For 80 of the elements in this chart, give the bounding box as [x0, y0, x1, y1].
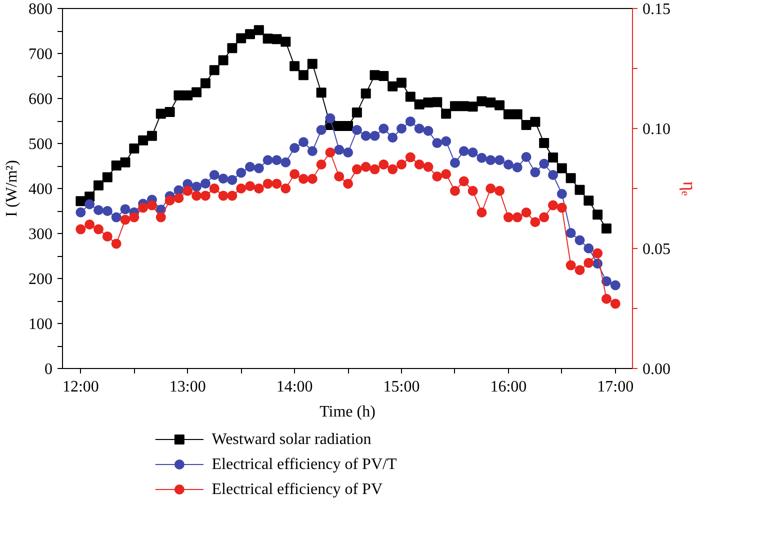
- point: [120, 157, 130, 168]
- point: [432, 97, 442, 108]
- y2-tick-label: 0.15: [642, 1, 670, 18]
- point: [539, 138, 550, 148]
- point: [584, 196, 594, 206]
- y2-tick-label: 0.00: [642, 361, 670, 378]
- point: [468, 102, 478, 112]
- y-tick-label: 500: [28, 136, 52, 153]
- x-tick-label: 16:00: [490, 378, 527, 396]
- legend-label: Electrical efficiency of PV/T: [212, 456, 397, 473]
- point: [512, 109, 522, 120]
- point: [209, 65, 220, 76]
- point: [138, 135, 148, 146]
- point: [307, 58, 318, 69]
- legend-label: Electrical efficiency of PV: [212, 481, 383, 498]
- point: [360, 88, 371, 99]
- x-tick-label: 13:00: [169, 378, 206, 396]
- point: [298, 70, 308, 80]
- y-tick-label: 400: [28, 181, 52, 198]
- x-tick-label: 17:00: [597, 378, 634, 396]
- point: [102, 172, 112, 182]
- y2-tick-label: 0.05: [642, 241, 670, 258]
- point: [450, 101, 460, 112]
- x-tick-label: 12:00: [62, 378, 99, 396]
- point: [458, 101, 469, 112]
- point: [227, 43, 238, 54]
- point: [503, 109, 514, 120]
- point: [494, 100, 505, 110]
- point: [280, 36, 291, 47]
- point: [76, 196, 86, 206]
- y-tick-label: 300: [28, 226, 52, 243]
- point: [423, 98, 434, 108]
- point: [566, 173, 576, 184]
- point: [601, 224, 612, 234]
- y-tick-label: 100: [28, 316, 52, 333]
- point: [556, 163, 567, 174]
- point: [94, 180, 104, 190]
- point: [574, 184, 585, 195]
- y2-axis-title: ηₑ: [678, 181, 700, 196]
- y-tick-label: 700: [28, 46, 52, 63]
- point: [174, 90, 184, 100]
- y-axis-title: I (W/m²): [4, 160, 20, 217]
- point: [192, 87, 202, 98]
- point: [146, 130, 157, 141]
- y-tick-label: 0: [44, 361, 52, 378]
- point: [272, 34, 282, 44]
- point: [254, 25, 264, 36]
- point: [218, 55, 228, 66]
- point: [164, 107, 175, 117]
- point: [245, 29, 255, 40]
- y-tick-label: 200: [28, 271, 52, 288]
- point: [129, 143, 140, 154]
- legend-label: Westward solar radiation: [212, 431, 372, 448]
- point: [236, 33, 246, 44]
- point: [290, 61, 300, 72]
- point: [530, 116, 540, 127]
- y2-tick-label: 0.10: [642, 121, 670, 138]
- point: [334, 120, 344, 131]
- x-axis-title: Time (h): [320, 404, 376, 420]
- point: [316, 88, 326, 98]
- point: [405, 92, 416, 102]
- point: [388, 81, 398, 92]
- point: [548, 152, 558, 162]
- point: [521, 120, 532, 130]
- point: [156, 108, 166, 119]
- point: [441, 108, 452, 119]
- point: [200, 78, 210, 88]
- point: [352, 107, 362, 118]
- y-tick-label: 600: [28, 91, 52, 108]
- point: [486, 98, 496, 108]
- x-tick-label: 14:00: [276, 378, 313, 396]
- point: [343, 120, 354, 131]
- point: [592, 210, 603, 220]
- y-tick-label: 800: [28, 1, 52, 18]
- point: [476, 96, 487, 106]
- point: [378, 71, 389, 81]
- x-tick-label: 15:00: [383, 378, 420, 396]
- point: [396, 78, 407, 88]
- point: [182, 90, 193, 100]
- point: [111, 160, 122, 171]
